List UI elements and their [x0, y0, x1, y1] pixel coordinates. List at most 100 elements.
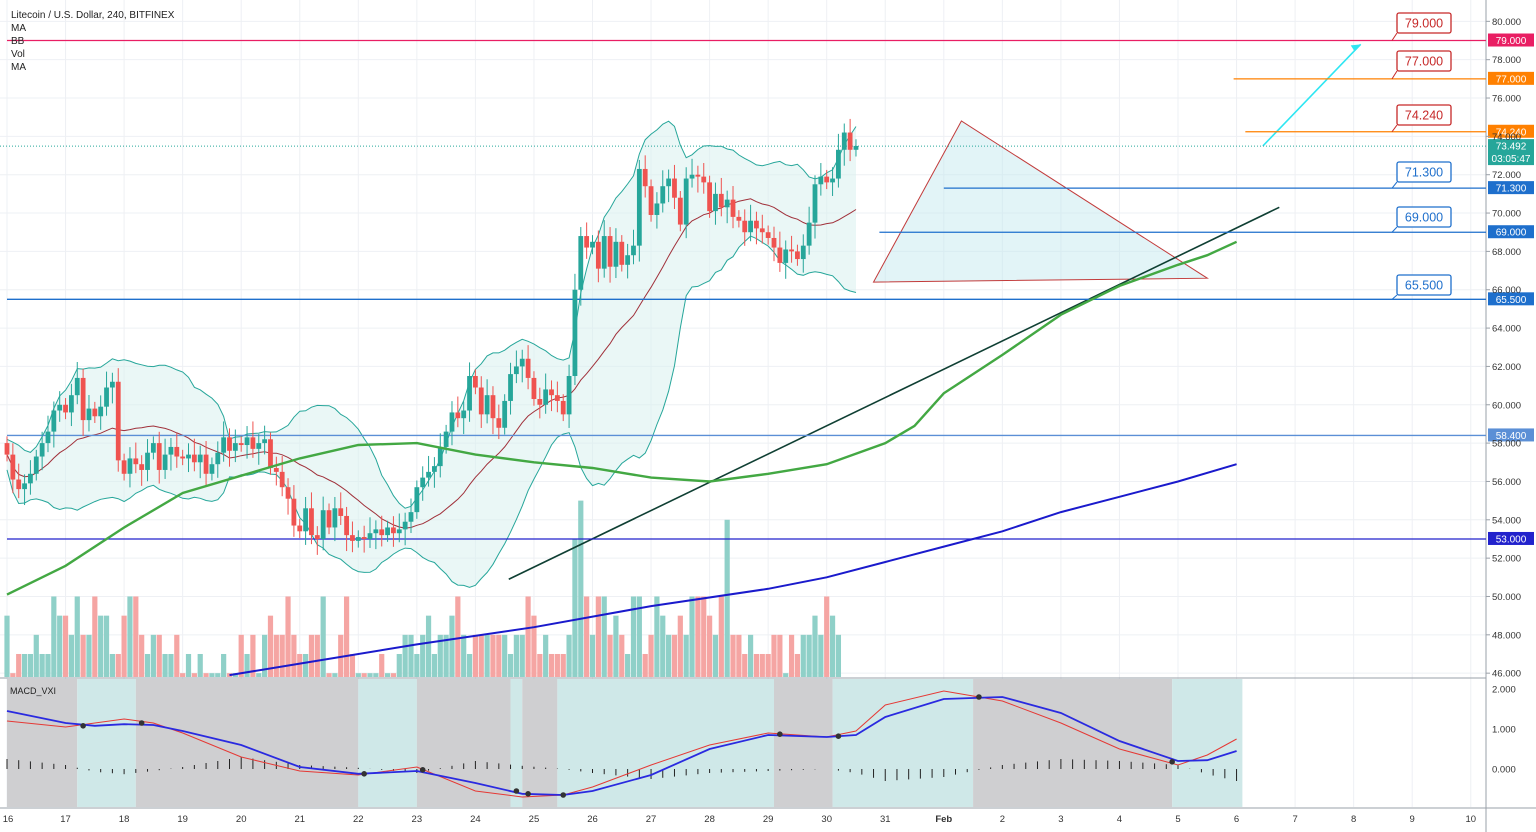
candle-body	[127, 458, 133, 474]
volume-bar	[414, 653, 420, 677]
candle-body	[10, 454, 16, 480]
candle-body	[777, 247, 783, 263]
triangle-pattern	[872, 120, 1209, 283]
legend-vol[interactable]: Vol	[11, 49, 25, 60]
candle-body	[285, 487, 291, 499]
time-tick-label: 10	[1465, 814, 1476, 825]
level-tag	[1488, 292, 1534, 306]
volume-bar	[466, 653, 473, 677]
time-tick-label: 28	[704, 814, 715, 825]
volume-bar	[712, 634, 719, 677]
price-tick-label: 74.000	[1492, 132, 1521, 143]
candle-body	[402, 521, 408, 530]
candle-body	[677, 197, 683, 225]
volume-bar	[390, 673, 397, 677]
volume-bar	[326, 673, 332, 677]
macd-cross-dot	[560, 792, 567, 798]
candle-body	[830, 178, 835, 183]
volume-bar	[601, 596, 607, 677]
macd-title[interactable]: MACD_VXI	[10, 686, 57, 696]
countdown-text: 03:05:47	[1492, 154, 1531, 165]
volume-bar	[525, 596, 531, 677]
macd-cross-dot	[361, 771, 367, 777]
volume-bar	[162, 653, 168, 677]
volume-bar	[654, 596, 660, 677]
volume-bar	[396, 653, 402, 677]
candle-body	[244, 437, 250, 446]
volume-bar	[566, 634, 572, 677]
macd-pane	[6, 690, 1238, 798]
volume-bar	[584, 596, 590, 677]
candle-body	[642, 168, 648, 187]
level-tag-text: 79.000	[1496, 36, 1527, 47]
volume-bar	[519, 634, 525, 677]
volume-bar	[560, 653, 566, 677]
legend-ma-2[interactable]: MA	[11, 62, 26, 73]
macd-cross-dot	[138, 720, 145, 726]
candle-body	[51, 410, 57, 432]
candle-body	[385, 527, 390, 536]
volume-bar	[671, 634, 678, 677]
candle-body	[227, 437, 232, 451]
legend-bb[interactable]: BB	[11, 36, 25, 47]
candle-body	[537, 399, 543, 405]
time-tick-label: 3	[1058, 814, 1063, 825]
volume-bar	[666, 634, 672, 677]
volume-bar	[98, 615, 104, 677]
callout-pointer	[1391, 226, 1398, 233]
legend-ma[interactable]: MA	[11, 23, 26, 34]
candle-body	[22, 483, 27, 490]
volume-bar	[262, 634, 268, 677]
volume-bar	[701, 596, 707, 677]
callout-pointer	[1391, 70, 1398, 80]
moving-averages	[6, 240, 1238, 677]
candle-body	[631, 245, 636, 256]
volume-bar	[103, 615, 110, 677]
candle-body	[98, 406, 104, 417]
volume-bar	[753, 653, 760, 677]
volume-bar	[62, 615, 69, 677]
macd-cross-dot	[835, 733, 842, 739]
candle-body	[162, 454, 168, 470]
candle-body	[847, 132, 853, 150]
candle-body	[783, 249, 789, 263]
time-tick-label: Feb	[935, 814, 952, 825]
candle-body	[16, 479, 22, 490]
candle-body	[314, 535, 320, 539]
candle-body	[508, 374, 513, 401]
volume-bar	[431, 653, 438, 677]
volume-bar	[127, 596, 133, 677]
time-axis[interactable]: 16 17 18 19 20 21 22 23 24 25 26 27 28 29 30 31 Feb 2 3 4 5 6…	[3, 814, 1476, 825]
candle-body	[414, 487, 420, 513]
volume-bar	[332, 673, 338, 677]
symbol-title[interactable]: Litecoin / U.S. Dollar, 240, BITFINEX	[11, 10, 175, 21]
price-tick-label: 54.000	[1492, 515, 1521, 526]
volume-bar	[578, 500, 584, 677]
macd-cross-dot	[777, 731, 783, 737]
macd-band	[358, 679, 417, 807]
candle-body	[765, 232, 771, 238]
ma-blue	[229, 463, 1237, 677]
candle-body	[355, 537, 361, 541]
candle-body	[771, 237, 777, 248]
candle-body	[408, 512, 414, 522]
candle-body	[554, 395, 560, 401]
bb-fill	[7, 121, 856, 588]
candle-body	[601, 236, 607, 269]
volume-bar	[531, 615, 537, 677]
candle-body	[74, 377, 80, 396]
price-axis[interactable]: 80.000 78.000 76.000 74.000 72.000 70.000 68.0…	[1486, 17, 1521, 776]
volume-bar	[718, 596, 724, 677]
volume-bar	[425, 615, 432, 677]
candle-body	[174, 446, 180, 457]
candle-body	[789, 249, 794, 252]
candle-body	[273, 468, 279, 472]
level-tag-text: 53.000	[1496, 534, 1527, 545]
macd-band	[510, 679, 523, 807]
volume-bar	[490, 634, 496, 677]
last-price-text: 73.492	[1496, 142, 1527, 153]
price-tick-label: 70.000	[1492, 209, 1521, 220]
candle-body	[150, 443, 156, 453]
candle-body	[853, 145, 859, 150]
